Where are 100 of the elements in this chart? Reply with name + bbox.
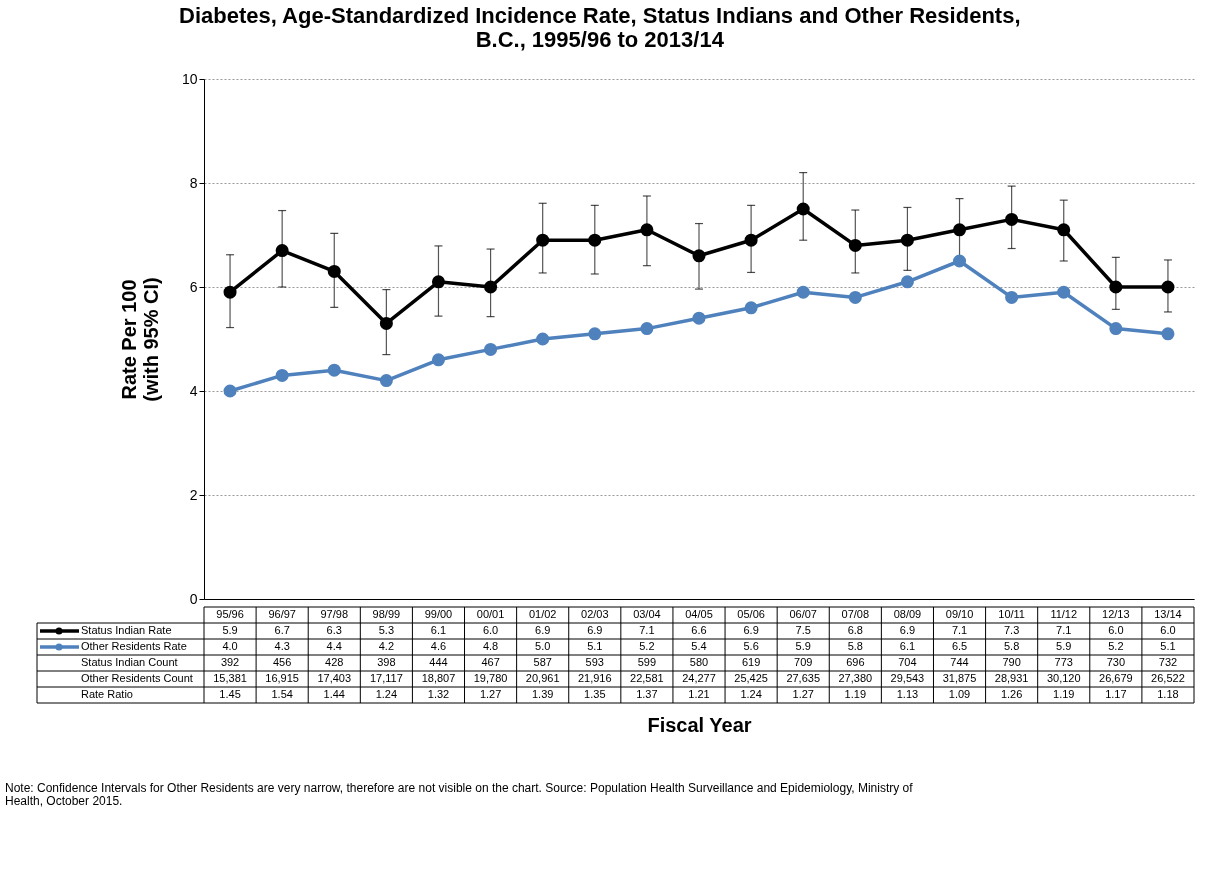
- text: 6.8: [847, 624, 863, 636]
- text: 773: [1054, 656, 1073, 668]
- text: 24,277: [682, 672, 716, 684]
- text: 25,425: [734, 672, 768, 684]
- text: 5.2: [1108, 640, 1124, 652]
- point: [1005, 212, 1019, 226]
- point: [692, 249, 706, 263]
- text: 5.8: [847, 640, 863, 652]
- point: [536, 332, 550, 346]
- x-tick-label: 95/96: [216, 608, 244, 620]
- text: 7.1: [951, 624, 968, 636]
- text: 1.18: [1157, 688, 1179, 700]
- x-tick-label: 10/11: [998, 608, 1025, 620]
- text: 4.0: [222, 640, 238, 652]
- point: [1109, 322, 1123, 336]
- point: [223, 384, 237, 398]
- text: 5.1: [1160, 640, 1176, 652]
- x-tick-label: 08/09: [893, 608, 922, 620]
- text: 6.1: [899, 640, 916, 652]
- text: 1.24: [375, 688, 398, 700]
- x-tick-label: 99/00: [424, 608, 453, 620]
- text: 398: [377, 656, 396, 668]
- point: [327, 264, 341, 278]
- point: [1057, 285, 1071, 299]
- text: 1.19: [844, 688, 867, 700]
- text: 17,117: [369, 672, 403, 684]
- x-tick-label: 05/06: [737, 608, 765, 620]
- text: 1.32: [427, 688, 450, 700]
- text: 444: [429, 656, 448, 668]
- text: 6.0: [1108, 624, 1124, 636]
- text: 1.21: [688, 688, 710, 700]
- text: 4.2: [378, 640, 395, 652]
- text: 4.3: [274, 640, 290, 652]
- point: [379, 316, 393, 330]
- text: 6.5: [951, 640, 968, 652]
- point: [900, 233, 914, 247]
- y-tick-label: 4: [189, 382, 198, 399]
- text: 20,961: [525, 672, 560, 684]
- text: Rate Ratio: [81, 688, 133, 700]
- text: 730: [1106, 656, 1126, 668]
- point: [1109, 280, 1123, 294]
- text: 5.8: [1003, 640, 1020, 652]
- text: Other Residents Count: [81, 672, 193, 684]
- text: 5.9: [795, 640, 811, 652]
- text: 29,543: [890, 672, 925, 684]
- text: 5.6: [743, 640, 759, 652]
- text: 27,380: [838, 672, 873, 684]
- x-tick-label: 97/98: [320, 608, 349, 620]
- point: [900, 275, 914, 289]
- text: 19,780: [473, 672, 508, 684]
- text: 1.27: [792, 688, 814, 700]
- x-tick-label: 12/13: [1102, 608, 1130, 620]
- text: 18,807: [421, 672, 456, 684]
- text: 6.6: [691, 624, 707, 636]
- x-tick-label: 01/02: [528, 608, 557, 620]
- point: [1057, 223, 1071, 237]
- text: 5.3: [378, 624, 395, 636]
- point: [796, 285, 810, 299]
- text: 21,916: [577, 672, 612, 684]
- text: 6.0: [482, 624, 499, 636]
- x-tick-label: 96/97: [268, 608, 296, 620]
- text: 1.54: [271, 688, 293, 700]
- text: 1.13: [896, 688, 919, 700]
- text: 1.19: [1053, 688, 1075, 700]
- x-tick-label: 00/01: [476, 608, 505, 620]
- text: 5.9: [222, 624, 238, 636]
- text: 1.35: [584, 688, 606, 700]
- x-tick-label: 11/12: [1050, 608, 1078, 620]
- legend-label: Status Indian Rate: [81, 624, 172, 636]
- text: 456: [272, 656, 292, 668]
- point: [431, 275, 445, 289]
- text: 6.1: [430, 624, 447, 636]
- point: [588, 327, 602, 341]
- text: 1.24: [740, 688, 762, 700]
- point: [848, 290, 862, 304]
- text: 599: [637, 656, 657, 668]
- text: 27,635: [786, 672, 821, 684]
- text: 7.3: [1003, 624, 1020, 636]
- text: 744: [950, 656, 969, 668]
- text: 15,381: [213, 672, 247, 684]
- text: 6.9: [743, 624, 759, 636]
- text: 428: [325, 656, 344, 668]
- text: 1.44: [323, 688, 345, 700]
- text: 5.4: [691, 640, 707, 652]
- text: 1.09: [948, 688, 971, 700]
- point: [223, 285, 237, 299]
- text: 17,403: [317, 672, 352, 684]
- point: [484, 342, 498, 356]
- text: Note: Confidence Intervals for Other Residents are very narrow, therefore are not visible on the chart. Source: Population Health Surveillance and Epidemiology, Ministry of Health, October 2015.: [5, 781, 914, 808]
- text: 31,875: [942, 672, 977, 684]
- point: [640, 223, 654, 237]
- x-tick-label: 06/07: [789, 608, 817, 620]
- text: 4.8: [482, 640, 499, 652]
- text: 6.9: [899, 624, 916, 636]
- x-tick-label: 04/05: [685, 608, 713, 620]
- x-tick-label: 98/99: [372, 608, 401, 620]
- text: 26,679: [1099, 672, 1133, 684]
- text: 6.0: [1160, 624, 1176, 636]
- y-axis-title: Rate Per 100 (with 95% CI): [117, 277, 162, 402]
- text: 6.3: [326, 624, 342, 636]
